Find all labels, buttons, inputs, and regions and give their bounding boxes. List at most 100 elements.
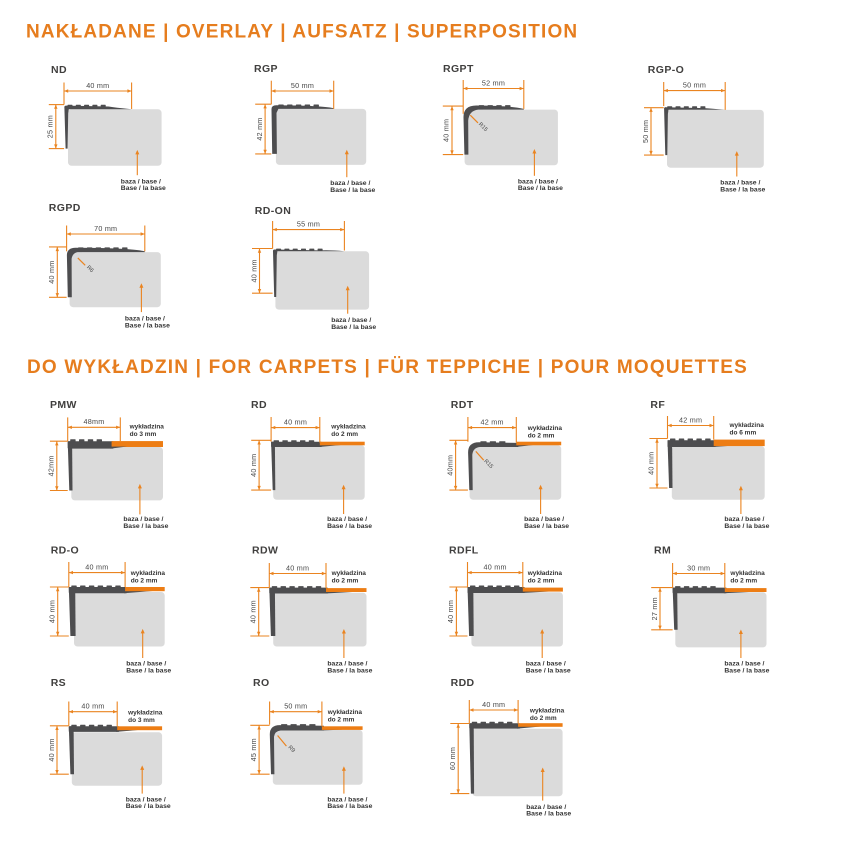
svg-text:30 mm: 30 mm [687,563,710,572]
svg-text:40 mm: 40 mm [446,600,455,623]
svg-text:wykładzina: wykładzina [331,570,367,577]
svg-text:baza / base /: baza / base / [126,661,166,668]
svg-text:baza / base /: baza / base / [327,661,367,668]
svg-text:do 3 mm: do 3 mm [128,717,155,724]
svg-text:baza / base /: baza / base / [526,804,566,811]
svg-text:Base / la base: Base / la base [126,667,171,674]
svg-text:Base / la base: Base / la base [327,803,372,810]
svg-text:baza / base /: baza / base / [327,516,367,523]
svg-text:wykładzina: wykładzina [330,424,366,431]
svg-text:42 mm: 42 mm [255,117,264,140]
svg-text:40 mm: 40 mm [86,81,109,90]
svg-text:baza / base /: baza / base / [123,516,163,523]
svg-text:Base / la base: Base / la base [724,667,769,674]
svg-text:Base / la base: Base / la base [524,523,569,530]
svg-text:Base / la base: Base / la base [331,324,376,331]
svg-text:40 mm: 40 mm [249,600,258,623]
svg-text:RF: RF [650,399,665,411]
svg-text:wykładzina: wykładzina [529,708,565,715]
svg-text:25 mm: 25 mm [46,115,55,138]
svg-text:50 mm: 50 mm [291,81,314,90]
svg-text:baza / base /: baza / base / [125,316,165,323]
svg-text:RDD: RDD [451,677,475,689]
svg-text:RD-ON: RD-ON [255,205,291,217]
svg-text:baza / base /: baza / base / [126,796,166,803]
svg-text:R15: R15 [482,459,494,471]
svg-text:RD: RD [251,399,267,411]
svg-text:do 2 mm: do 2 mm [528,433,555,440]
svg-text:baza / base /: baza / base / [327,796,367,803]
svg-text:55 mm: 55 mm [297,219,320,228]
svg-text:42mm: 42mm [47,455,56,476]
svg-text:RGP-O: RGP-O [648,64,684,76]
svg-text:wykładzina: wykładzina [129,423,165,430]
svg-text:40 mm: 40 mm [249,454,258,477]
svg-text:baza / base /: baza / base / [724,516,764,523]
svg-text:RS: RS [51,677,66,689]
svg-text:40 mm: 40 mm [284,417,307,426]
svg-text:baza / base /: baza / base / [518,178,558,185]
svg-text:40 mm: 40 mm [81,702,104,711]
svg-text:Base / la base: Base / la base [327,523,372,530]
svg-text:do 2 mm: do 2 mm [328,717,355,724]
svg-text:40 mm: 40 mm [47,738,56,761]
svg-text:Base / la base: Base / la base [526,811,571,818]
svg-text:do 2 mm: do 2 mm [331,431,358,438]
svg-text:RDFL: RDFL [449,545,479,557]
svg-text:48mm: 48mm [84,417,105,426]
svg-text:RGP: RGP [254,63,278,75]
svg-text:do 6 mm: do 6 mm [730,429,757,436]
svg-text:Base / la base: Base / la base [330,187,375,194]
svg-text:R6: R6 [85,265,94,274]
svg-text:Base / la base: Base / la base [125,322,170,329]
svg-text:70 mm: 70 mm [94,224,117,233]
svg-text:40 mm: 40 mm [482,700,505,709]
svg-text:wykładzina: wykładzina [527,570,563,577]
svg-text:R15: R15 [477,122,489,134]
svg-text:wykładzina: wykładzina [127,710,163,717]
svg-text:do 2 mm: do 2 mm [530,715,557,722]
svg-text:baza / base /: baza / base / [330,180,370,187]
svg-text:Base / la base: Base / la base [724,523,769,530]
svg-text:40 mm: 40 mm [442,119,451,142]
svg-text:42 mm: 42 mm [480,417,503,426]
svg-text:Base / la base: Base / la base [123,523,168,530]
svg-text:40 mm: 40 mm [647,452,656,475]
svg-text:50 mm: 50 mm [641,120,650,143]
svg-text:DO WYKŁADZIN | FOR CARPETS | F: DO WYKŁADZIN | FOR CARPETS | FÜR TEPPICH… [27,357,748,378]
svg-text:RDT: RDT [451,399,474,411]
svg-text:Base / la base: Base / la base [720,186,765,193]
svg-text:Base / la base: Base / la base [121,185,166,192]
svg-text:40 mm: 40 mm [48,600,57,623]
svg-text:do 2 mm: do 2 mm [332,578,359,585]
svg-text:PMW: PMW [50,399,77,411]
svg-text:40 mm: 40 mm [483,562,506,571]
svg-text:wykładzina: wykładzina [729,570,765,577]
svg-text:baza / base /: baza / base / [720,180,760,187]
svg-text:do 3 mm: do 3 mm [130,431,157,438]
svg-text:NAKŁADANE | OVERLAY | AUFSATZ: NAKŁADANE | OVERLAY | AUFSATZ | SUPERPOS… [26,22,578,43]
svg-text:45 mm: 45 mm [249,738,258,761]
svg-text:40 mm: 40 mm [249,259,258,282]
svg-text:Base / la base: Base / la base [526,667,571,674]
svg-text:wykładzina: wykładzina [130,570,166,577]
svg-text:42 mm: 42 mm [679,415,702,424]
svg-text:baza / base /: baza / base / [121,178,161,185]
svg-text:Base / la base: Base / la base [327,667,372,674]
svg-text:40 mm: 40 mm [85,562,108,571]
svg-text:wykładzina: wykładzina [729,422,765,429]
svg-text:Base / la base: Base / la base [126,803,171,810]
svg-text:baza / base /: baza / base / [524,516,564,523]
svg-text:RGPD: RGPD [49,202,81,214]
svg-text:baza / base /: baza / base / [724,661,764,668]
svg-text:baza / base /: baza / base / [526,661,566,668]
svg-text:wykładzina: wykładzina [327,709,363,716]
svg-text:52 mm: 52 mm [482,78,505,87]
svg-text:ND: ND [51,64,67,76]
svg-text:40 mm: 40 mm [286,563,309,572]
svg-text:baza / base /: baza / base / [331,317,371,324]
svg-text:R9: R9 [287,745,296,754]
svg-text:do 2 mm: do 2 mm [528,578,555,585]
svg-text:RD-O: RD-O [51,545,79,557]
svg-text:do 2 mm: do 2 mm [730,578,757,585]
